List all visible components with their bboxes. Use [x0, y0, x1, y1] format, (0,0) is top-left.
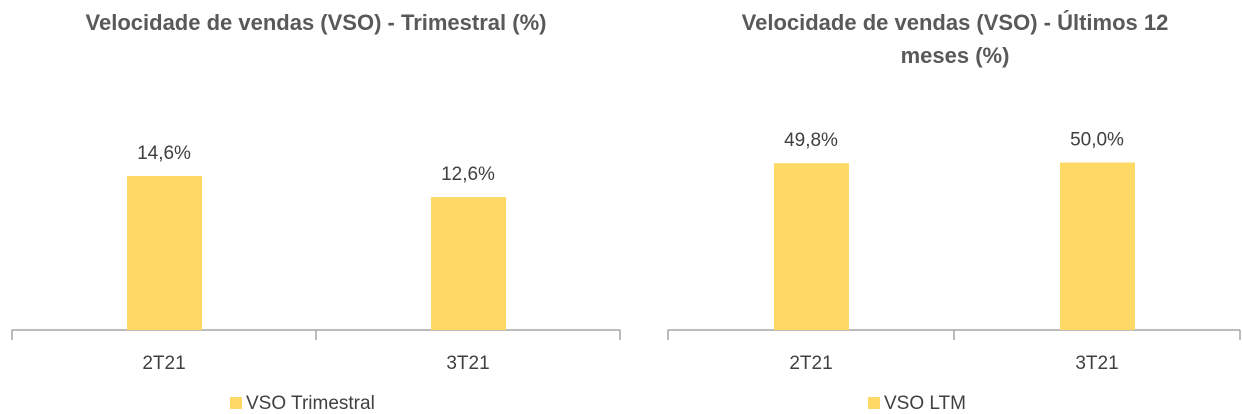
legend-swatch — [868, 397, 880, 409]
chart-title: Velocidade de vendas (VSO) - Trimestral … — [85, 10, 547, 35]
x-tick-label: 3T21 — [1075, 353, 1118, 374]
chart-title: Velocidade de vendas (VSO) - Últimos 12 … — [741, 10, 1169, 68]
legend-swatch — [230, 397, 242, 409]
value-label: 14,6% — [137, 143, 191, 164]
bar — [1060, 162, 1135, 330]
value-label: 50,0% — [1070, 130, 1124, 151]
x-tick-label: 2T21 — [142, 353, 185, 374]
x-tick-label: 3T21 — [446, 353, 489, 374]
value-label: 12,6% — [441, 164, 495, 185]
value-label: 49,8% — [784, 130, 838, 151]
legend-label: VSO Trimestral — [246, 393, 375, 414]
bar — [431, 197, 506, 330]
bar — [774, 163, 849, 330]
legend-label: VSO LTM — [884, 393, 966, 414]
x-tick-label: 2T21 — [789, 353, 832, 374]
bar — [127, 175, 202, 330]
